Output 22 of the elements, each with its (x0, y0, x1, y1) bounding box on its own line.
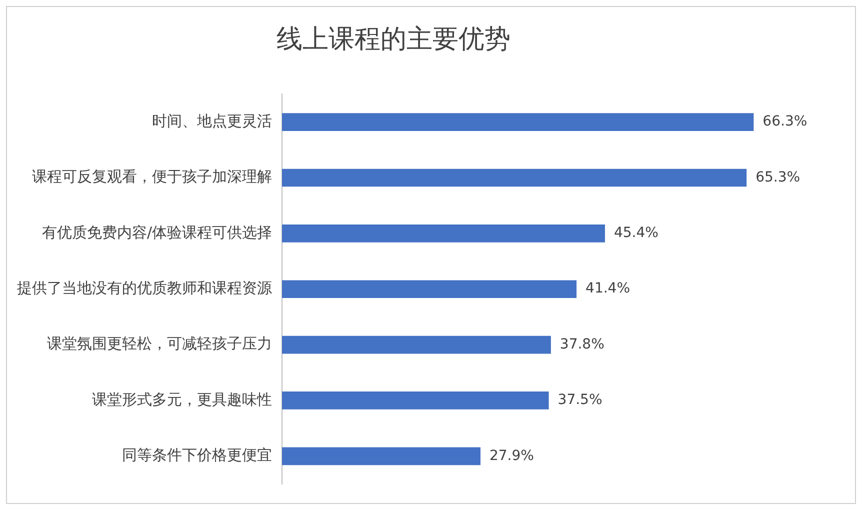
y-tick-label: 课堂氛围更轻松，可减轻孩子压力 (47, 334, 272, 353)
bar (282, 168, 747, 187)
y-tick-label: 提供了当地没有的优质教师和课程资源 (17, 278, 272, 297)
y-tick-label: 时间、地点更灵活 (152, 112, 272, 130)
data-label: 66.3% (762, 114, 808, 130)
y-tick-label: 课堂形式多元，更具趣味性 (92, 390, 272, 408)
bar (282, 392, 549, 410)
data-label: 37.8% (560, 336, 604, 352)
chart-title: 线上课程的主要优势 (276, 24, 510, 54)
y-tick-label: 课程可反复观看，便于孩子加深理解 (32, 168, 272, 186)
data-label: 37.5% (558, 392, 602, 408)
bar (282, 224, 605, 242)
y-tick-label: 同等条件下价格更便宜 (122, 446, 272, 464)
data-label: 41.4% (586, 280, 630, 297)
data-label: 45.4% (614, 225, 658, 242)
bar (282, 336, 551, 354)
bar (282, 280, 577, 298)
data-label: 27.9% (489, 448, 534, 464)
bar (282, 447, 480, 466)
data-label: 65.3% (756, 169, 800, 186)
y-tick-label: 有优质免费内容/体验课程可供选择 (42, 223, 272, 242)
bar (282, 113, 754, 131)
